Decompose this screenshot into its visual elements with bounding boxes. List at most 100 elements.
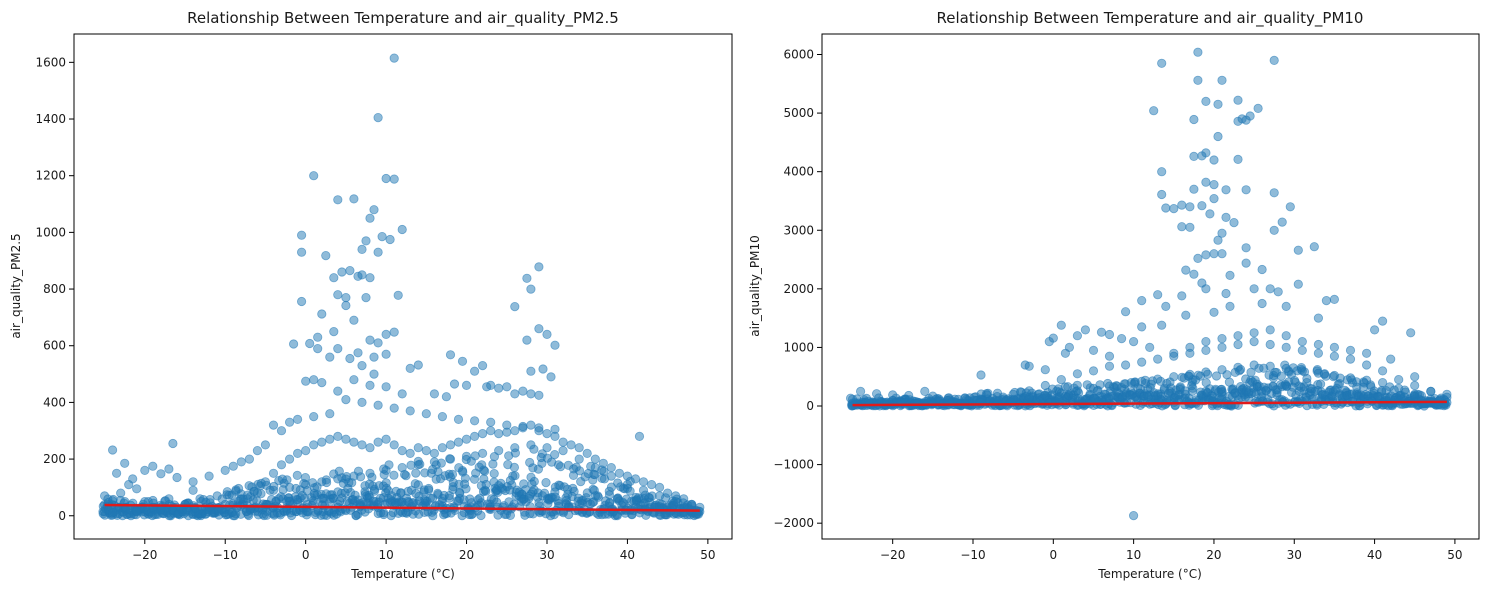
pm25-point xyxy=(558,445,568,456)
pm10-point xyxy=(1117,333,1127,344)
pm10-point xyxy=(928,398,938,408)
pm25-point xyxy=(413,460,423,470)
pm25-point xyxy=(284,482,295,492)
pm25-point xyxy=(260,477,270,487)
pm10-point xyxy=(1269,225,1279,235)
pm10-x-tick-label: 30 xyxy=(1287,548,1302,562)
pm25-point xyxy=(550,431,560,441)
pm25-point xyxy=(236,457,246,467)
pm10-point xyxy=(1277,217,1287,227)
pm25-point xyxy=(365,213,375,223)
pm25-point xyxy=(204,471,214,481)
pm10-point xyxy=(1217,342,1227,352)
pm10-point xyxy=(1129,336,1139,347)
pm25-point xyxy=(188,485,198,495)
pm25-point xyxy=(630,474,641,484)
pm10-point xyxy=(1149,106,1159,116)
pm10-point xyxy=(1213,235,1223,245)
pm25-point xyxy=(164,494,174,504)
pm10-x-tick-label: 40 xyxy=(1367,548,1382,562)
pm25-chart: Relationship Between Temperature and air… xyxy=(9,9,733,581)
pm25-point xyxy=(369,205,379,215)
pm25-point xyxy=(558,437,568,447)
pm10-point xyxy=(1394,374,1404,385)
pm25-point xyxy=(534,390,544,400)
pm10-point xyxy=(1153,374,1163,384)
pm25-point xyxy=(276,426,287,436)
pm10-point xyxy=(1386,354,1396,364)
pm25-point xyxy=(329,326,339,337)
pm10-point xyxy=(1161,203,1171,213)
pm25-y-axis: 0 200 400 600 800 1000 1200 1400 1600 xyxy=(35,55,74,523)
pm25-point xyxy=(428,511,438,521)
pm25-point xyxy=(518,423,528,433)
pm25-point xyxy=(389,174,399,184)
pm25-point xyxy=(276,460,287,470)
pm10-point xyxy=(1249,328,1259,338)
pm10-trend-line xyxy=(852,400,1447,407)
pm10-point xyxy=(1209,155,1219,165)
pm25-point xyxy=(510,471,520,481)
pm25-point xyxy=(349,437,359,447)
pm10-point xyxy=(1285,202,1295,212)
pm25-point xyxy=(502,382,512,392)
pm25-x-axis: −20 −10 0 10 20 30 40 50 xyxy=(132,539,716,562)
pm10-point xyxy=(1169,204,1179,214)
pm25-point xyxy=(317,377,327,388)
pm25-y-tick-label: 1200 xyxy=(35,169,66,183)
pm25-point xyxy=(325,352,335,362)
pm25-point xyxy=(447,469,458,479)
pm25-point xyxy=(424,483,434,494)
pm25-points xyxy=(100,53,705,518)
pm10-point xyxy=(1153,290,1163,300)
pm25-point xyxy=(526,440,536,450)
pm25-y-tick-label: 1000 xyxy=(35,225,66,239)
pm10-point xyxy=(1297,345,1307,355)
pm10-point xyxy=(1185,369,1195,379)
pm10-point xyxy=(1181,265,1191,275)
pm10-point xyxy=(1213,131,1223,142)
pm10-point xyxy=(1229,218,1239,228)
pm25-point xyxy=(373,113,383,123)
pm25-point xyxy=(357,360,367,371)
pm10-point xyxy=(920,386,930,396)
pm25-point xyxy=(522,335,532,345)
pm25-y-tick-label: 0 xyxy=(58,509,66,523)
pm25-point xyxy=(510,443,520,453)
pm10-point xyxy=(1265,361,1275,371)
pm25-point xyxy=(522,273,532,283)
pm10-point xyxy=(1157,58,1167,68)
pm25-x-tick-label: −10 xyxy=(213,548,238,562)
pm10-point xyxy=(1189,151,1199,161)
pm25-point xyxy=(317,309,327,319)
pm10-point xyxy=(1233,362,1243,372)
pm25-point xyxy=(345,265,355,276)
pm10-point xyxy=(1201,284,1211,294)
pm10-point xyxy=(1345,373,1356,383)
pm25-point xyxy=(268,420,279,430)
pm25-point xyxy=(534,426,544,436)
pm25-point xyxy=(429,448,439,458)
pm25-point xyxy=(538,364,548,374)
pm10-point xyxy=(1211,371,1222,381)
pm25-point xyxy=(550,449,560,460)
pm25-point xyxy=(687,501,697,511)
pm25-point xyxy=(460,473,470,483)
pm25-point xyxy=(534,324,544,334)
pm25-point xyxy=(385,234,395,245)
pm25-x-tick-label: 0 xyxy=(302,548,310,562)
pm10-point xyxy=(1169,351,1179,361)
pm25-point xyxy=(405,406,415,416)
pm25-point xyxy=(337,267,347,277)
pm25-point xyxy=(305,338,315,349)
pm10-point xyxy=(1201,336,1211,347)
pm25-point xyxy=(541,477,551,488)
pm25-point xyxy=(461,380,472,390)
pm25-x-tick-label: −20 xyxy=(132,548,157,562)
pm25-point xyxy=(397,224,407,235)
pm25-point xyxy=(341,300,351,311)
pm25-y-tick-label: 400 xyxy=(43,395,66,409)
pm25-point xyxy=(309,171,319,181)
pm10-point xyxy=(1241,258,1251,268)
pm25-point xyxy=(494,445,504,456)
